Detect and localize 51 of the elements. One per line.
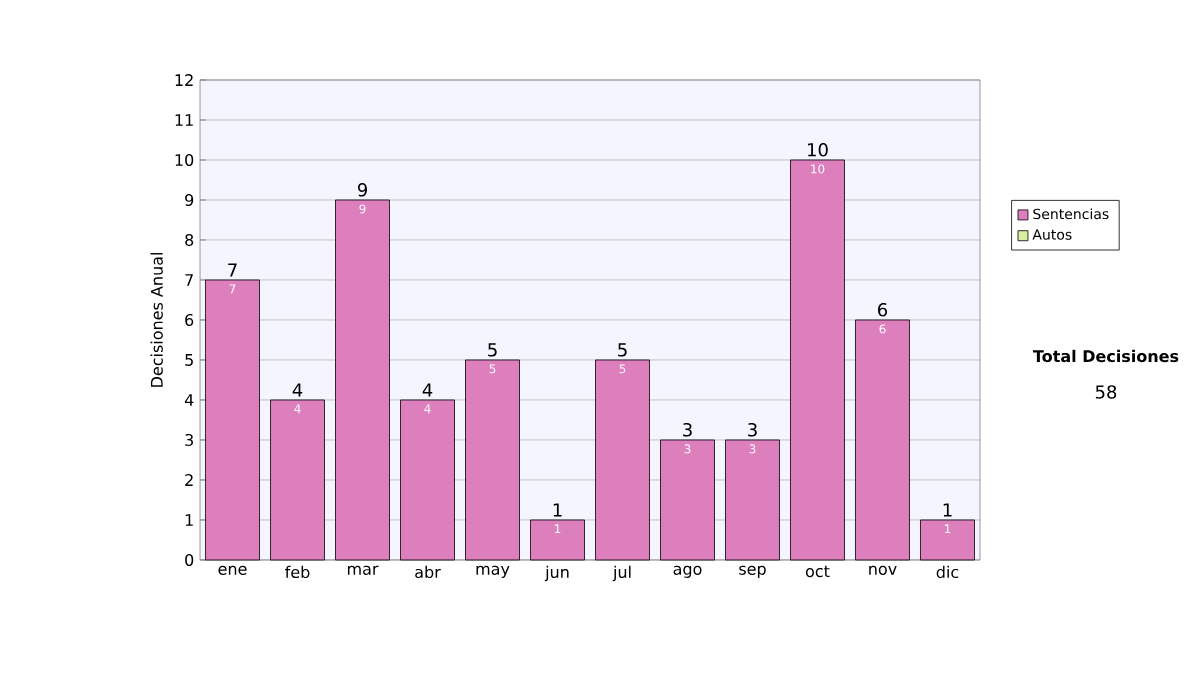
bar xyxy=(595,359,650,561)
bar xyxy=(660,439,715,561)
bar xyxy=(920,519,975,561)
total-label: 1 xyxy=(943,503,952,517)
total-label: 6 xyxy=(878,302,888,317)
bar xyxy=(855,319,910,561)
y-tick-label: 11 xyxy=(175,114,193,126)
y-tick-label: 8 xyxy=(185,233,194,247)
x-tick-label: jun xyxy=(544,565,569,582)
bar xyxy=(400,399,455,561)
bar xyxy=(790,159,845,561)
x-tick-label: ago xyxy=(673,565,702,578)
text: 58 xyxy=(1095,385,1117,399)
x-tick-label: oct xyxy=(805,565,830,578)
x-tick-label: sep xyxy=(739,565,766,578)
bar xyxy=(270,399,325,561)
y-tick-label: 7 xyxy=(185,274,193,286)
x-tick-label: may xyxy=(476,565,510,578)
y-tick-label: 5 xyxy=(185,354,193,366)
bar xyxy=(465,359,520,561)
total-label: 5 xyxy=(488,343,497,357)
y-tick-label: 3 xyxy=(185,433,194,447)
total-label: 3 xyxy=(683,422,692,437)
x-tick-label: nov xyxy=(869,565,897,575)
x-tick-label: dic xyxy=(936,565,959,579)
total-label: 7 xyxy=(228,263,237,277)
x-tick-label: jul xyxy=(612,565,631,582)
y-tick-label: 1 xyxy=(185,514,193,526)
x-tick-label: feb xyxy=(285,565,310,579)
y-tick-label: 2 xyxy=(185,474,193,486)
x-tick-label: ene xyxy=(218,565,247,575)
y-tick-label: 0 xyxy=(185,553,194,567)
total-label: 5 xyxy=(618,343,627,357)
y-tick-label: 4 xyxy=(184,394,194,406)
text: Total Decisiones xyxy=(1032,349,1179,363)
total-label: 4 xyxy=(292,383,303,397)
total-label: 1 xyxy=(553,503,562,517)
total-label: 9 xyxy=(357,182,367,197)
total-label: 4 xyxy=(422,383,433,397)
y-axis-title: Decisiones Anual xyxy=(150,253,163,387)
y-tick-label: 12 xyxy=(175,74,193,86)
total-label: 10 xyxy=(808,142,828,157)
y-tick-label: 6 xyxy=(185,313,194,327)
bar xyxy=(335,199,390,561)
x-tick-label: abr xyxy=(415,565,441,579)
bar xyxy=(725,439,780,561)
bar xyxy=(530,519,585,561)
y-tick-label: 10 xyxy=(175,153,194,167)
x-tick-label: mar xyxy=(347,565,379,575)
total-label: 3 xyxy=(748,422,757,437)
y-tick-label: 9 xyxy=(185,193,194,207)
